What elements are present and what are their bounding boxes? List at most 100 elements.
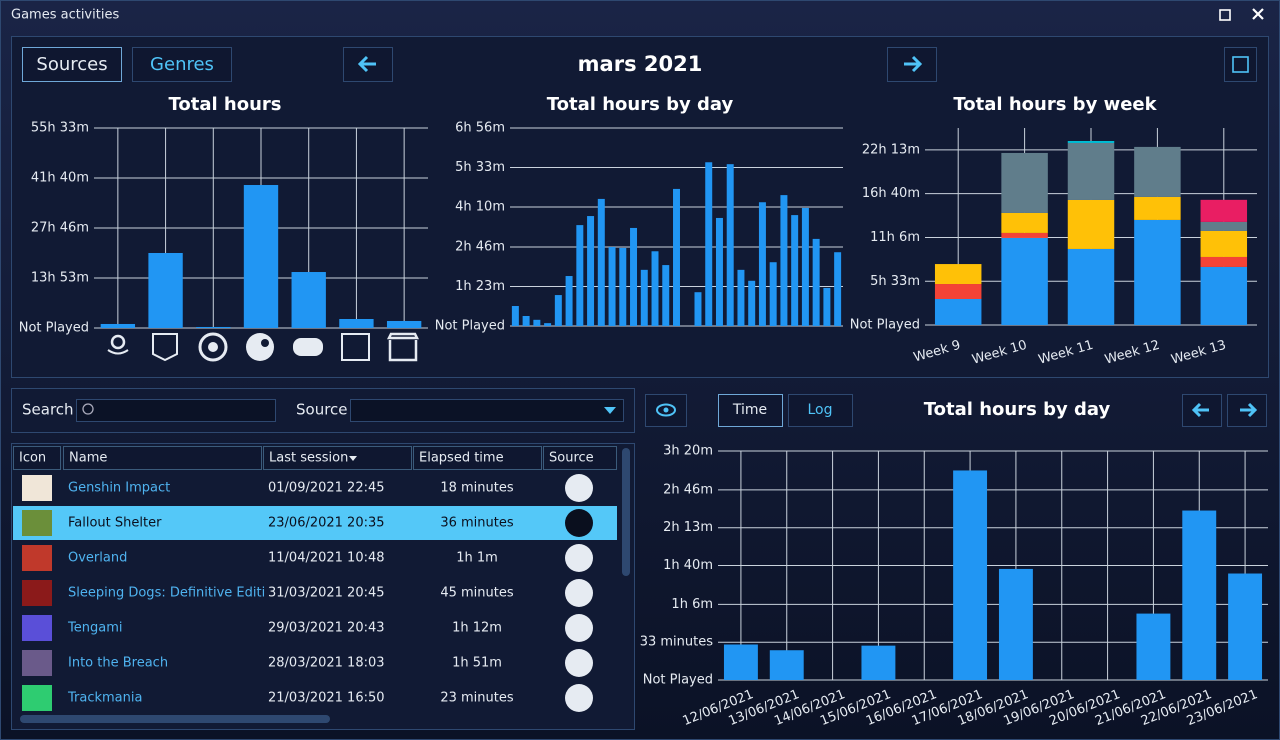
y-tick-label: 5h 33m (870, 274, 920, 289)
bar (608, 246, 616, 326)
bar-segment (1134, 146, 1181, 197)
game-icon (22, 615, 52, 641)
last-session: 11/04/2021 10:48 (268, 551, 385, 566)
tab-genres[interactable] (132, 47, 232, 82)
bar (544, 323, 552, 326)
bar (511, 306, 519, 326)
bar (148, 252, 183, 328)
bar (576, 225, 584, 326)
y-tick-label: 1h 40m (663, 558, 713, 573)
arrow-right (904, 55, 923, 73)
game-name[interactable]: Genshin Impact (68, 481, 170, 496)
bar (705, 162, 713, 326)
source-select[interactable] (350, 399, 624, 422)
game-name[interactable]: Into the Breach (68, 656, 168, 671)
bar (1228, 573, 1263, 680)
mode-label: Time (732, 402, 767, 418)
y-tick-label: 2h 46m (455, 239, 505, 254)
game-icon (22, 650, 52, 676)
bar-segment (1067, 141, 1115, 143)
bar (769, 262, 777, 326)
tab-label: Sources (36, 54, 107, 75)
bar (662, 265, 670, 326)
game-name[interactable]: Overland (68, 551, 127, 566)
tab-label: Genres (150, 54, 214, 75)
game-name[interactable]: Trackmania (67, 691, 142, 706)
y-tick-label: 2h 46m (663, 482, 713, 497)
chart-title: Total hours by day (547, 94, 734, 115)
column-header[interactable] (63, 446, 262, 470)
y-tick-label: 6h 56m (455, 121, 505, 136)
prev-month-button[interactable] (343, 47, 393, 82)
charts: Total hours Not Played 13h 53m 27h 46m 41h 4… (19, 94, 1268, 729)
selected-row[interactable] (13, 506, 617, 540)
elapsed-time: 1h 51m (452, 656, 502, 671)
y-tick-label: 4h 10m (455, 200, 505, 215)
itch-icon (386, 332, 420, 362)
game-name[interactable]: Tengami (67, 621, 122, 636)
column-header[interactable] (543, 446, 617, 470)
column-header[interactable] (413, 446, 542, 470)
maximize-button[interactable] (1219, 9, 1231, 21)
gog-icon (341, 333, 370, 361)
arrow-left (1191, 402, 1209, 418)
epic-icon (152, 333, 178, 362)
bar-segment (1200, 256, 1248, 267)
last-session: 29/03/2021 20:43 (268, 621, 385, 636)
bar (834, 252, 842, 326)
bar (243, 185, 279, 328)
bar (196, 326, 231, 328)
source-icons (107, 332, 420, 362)
bar (748, 280, 756, 326)
bar (291, 272, 326, 328)
steam-icon (246, 333, 274, 361)
search-input[interactable] (76, 399, 276, 422)
bar (640, 269, 648, 326)
game-name[interactable]: Fallout Shelter (68, 516, 162, 531)
column-header[interactable] (13, 446, 61, 470)
bar (758, 202, 766, 326)
column-header-label: Icon (19, 451, 46, 466)
bar (791, 215, 799, 326)
calendar-button[interactable] (1224, 47, 1257, 82)
y-tick-label: Not Played (435, 319, 505, 334)
bar (737, 269, 745, 326)
bar-segment (1001, 237, 1048, 325)
mode-time[interactable] (718, 394, 783, 427)
bar (651, 251, 659, 326)
y-tick-label: 16h 40m (862, 186, 920, 201)
bar (619, 247, 627, 326)
bar-segment (1134, 196, 1181, 220)
vertical-scrollbar[interactable] (622, 448, 630, 576)
column-header[interactable] (263, 446, 412, 470)
mode-label: Log (807, 402, 832, 418)
bar (998, 568, 1033, 680)
bar-segment (1001, 152, 1048, 213)
amazon-icon (107, 349, 129, 355)
bar (587, 216, 595, 326)
bar (554, 295, 562, 326)
eye-icon (663, 407, 669, 413)
bar-segment (1067, 199, 1115, 249)
source-icon (565, 684, 593, 712)
game-name[interactable]: Sleeping Dogs: Definitive Editi (68, 586, 265, 601)
source-icon (565, 544, 593, 572)
bar-segment (934, 284, 982, 299)
source-icon (565, 579, 593, 607)
horizontal-scrollbar[interactable] (20, 715, 330, 723)
y-tick-label: 5h 33m (455, 160, 505, 175)
gamepad-icon (293, 338, 323, 356)
close-button[interactable] (1252, 8, 1264, 20)
bar (812, 238, 820, 326)
mode-log[interactable] (788, 394, 853, 427)
source-icon (565, 474, 593, 502)
bar (823, 287, 831, 326)
column-header-label: Source (549, 451, 594, 466)
bar (694, 292, 702, 326)
tab-sources[interactable] (22, 47, 122, 82)
bar-segment (1067, 142, 1115, 200)
source-icon (565, 614, 593, 642)
elapsed-time: 23 minutes (440, 691, 514, 706)
source-icon (565, 649, 593, 677)
